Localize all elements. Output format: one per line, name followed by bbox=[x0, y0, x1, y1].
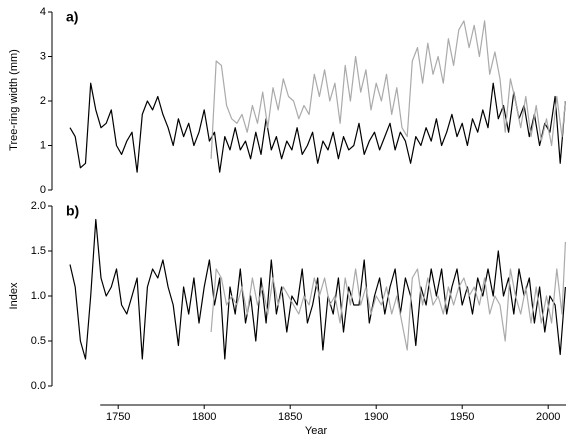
y-tick-label: 1.0 bbox=[31, 290, 46, 302]
panel-label: a) bbox=[66, 9, 78, 25]
series-line bbox=[69, 218, 566, 360]
x-tick-label: 1950 bbox=[450, 411, 474, 423]
x-tick-label: 1800 bbox=[192, 411, 216, 423]
x-tick-label: 1850 bbox=[278, 411, 302, 423]
series-line bbox=[210, 20, 566, 159]
y-tick-label: 2 bbox=[40, 95, 46, 107]
y-tick-label: 0 bbox=[40, 184, 46, 196]
x-tick-label: 1900 bbox=[364, 411, 388, 423]
y-tick-label: 3 bbox=[40, 50, 46, 62]
y-tick-label: 4 bbox=[40, 6, 46, 18]
x-tick-label: 1750 bbox=[106, 411, 130, 423]
y-tick-label: 1 bbox=[40, 139, 46, 151]
series-line bbox=[210, 241, 566, 351]
y-tick-label: 2.0 bbox=[31, 200, 46, 212]
y-axis-label: Index bbox=[8, 282, 20, 309]
x-tick-label: 2000 bbox=[536, 411, 560, 423]
panel-label: b) bbox=[66, 203, 79, 219]
y-axis-label: Tree-ring width (mm) bbox=[8, 49, 20, 151]
y-tick-label: 0.5 bbox=[31, 335, 46, 347]
y-tick-label: 0.0 bbox=[31, 380, 46, 392]
x-axis-label: Year bbox=[305, 425, 328, 437]
y-tick-label: 1.5 bbox=[31, 245, 46, 257]
series-line bbox=[69, 82, 566, 173]
